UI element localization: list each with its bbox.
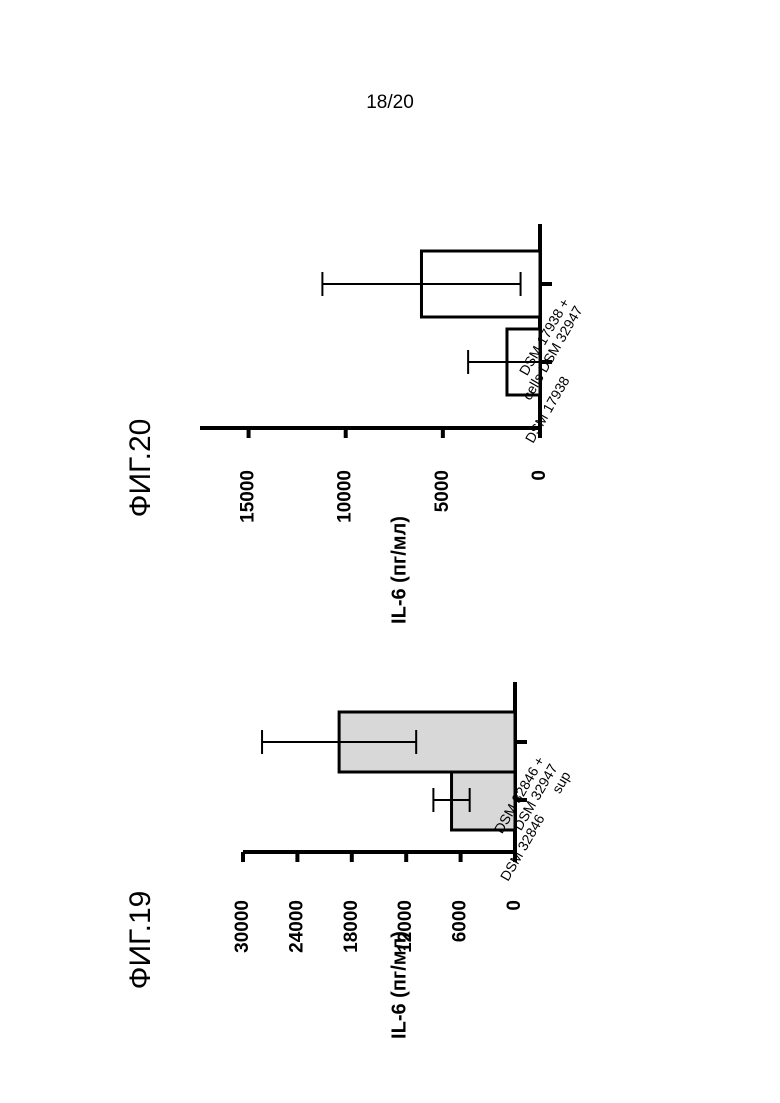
value-tick-label: 0 xyxy=(504,900,525,911)
value-tick-label: 10000 xyxy=(335,470,356,523)
value-tick-label: 30000 xyxy=(232,900,253,953)
y-axis-label: IL-6 (пг/мл) xyxy=(388,516,410,624)
value-tick-label: 0 xyxy=(529,470,550,481)
figure-title: ФИГ.20 xyxy=(124,419,157,518)
value-tick-label: 18000 xyxy=(341,900,362,953)
value-tick-label: 15000 xyxy=(238,470,259,523)
value-tick-label: 12000 xyxy=(395,900,416,953)
value-tick-label: 24000 xyxy=(286,900,307,953)
value-tick-label: 5000 xyxy=(432,470,453,512)
value-tick-label: 6000 xyxy=(450,900,471,942)
figure-20-chart: ФИГ.20IL-6 (пг/мл)050001000015000DSM 179… xyxy=(124,224,586,624)
figure-title: ФИГ.19 xyxy=(124,891,157,990)
figure-19-chart: ФИГ.19IL-6 (пг/мл)0600012000180002400030… xyxy=(124,682,574,1039)
